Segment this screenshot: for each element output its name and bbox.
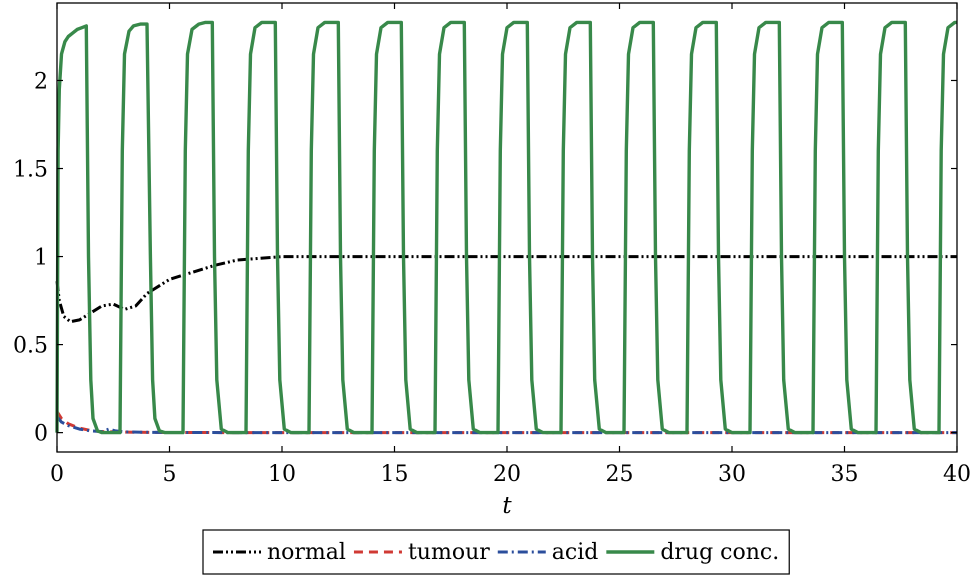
series-line-4 bbox=[55, 20, 957, 435]
y-tick-label: 2 bbox=[34, 69, 48, 94]
legend-label-1: normal bbox=[267, 540, 346, 565]
y-tick-label: 0.5 bbox=[13, 334, 48, 359]
x-axis-label: t bbox=[502, 493, 512, 519]
x-tick-label: 25 bbox=[606, 462, 634, 487]
legend-box bbox=[202, 529, 790, 575]
x-tick-label: 10 bbox=[268, 462, 296, 487]
series-line-3 bbox=[55, 415, 957, 435]
plot-frame bbox=[56, 2, 958, 453]
x-tick-label: 20 bbox=[493, 462, 521, 487]
x-tick-label: 40 bbox=[943, 462, 971, 487]
series-line-2 bbox=[55, 410, 957, 435]
series-line-1 bbox=[55, 255, 957, 324]
legend-label-4: drug conc. bbox=[660, 540, 779, 565]
x-tick-label: 5 bbox=[163, 462, 177, 487]
y-tick-label: 1 bbox=[34, 246, 48, 271]
x-tick-label: 30 bbox=[718, 462, 746, 487]
x-tick-label: 15 bbox=[381, 462, 409, 487]
x-tick-label: 0 bbox=[50, 462, 64, 487]
ticks-layer: 0 5 10 15 20 25 30 35 40 0 0.5 1 1.5 2 bbox=[13, 3, 971, 487]
legend-label-3: acid bbox=[552, 540, 599, 565]
legend-label-2: tumour bbox=[408, 540, 490, 565]
series-layer bbox=[55, 20, 957, 435]
y-tick-label: 1.5 bbox=[13, 158, 48, 183]
legend: normal tumour acid drug conc. bbox=[202, 529, 790, 575]
x-tick-label: 35 bbox=[831, 462, 859, 487]
y-tick-label: 0 bbox=[34, 422, 48, 447]
